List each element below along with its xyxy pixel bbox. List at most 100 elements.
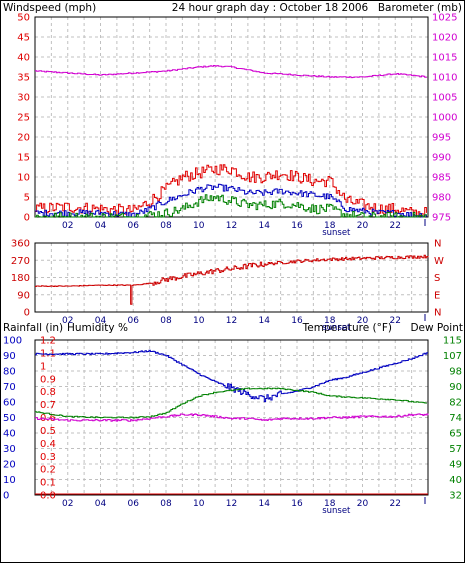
direction-y-tick: 360: [11, 239, 30, 250]
barometer-y-tick: 985: [432, 173, 451, 184]
compass-tick: N: [434, 308, 441, 319]
wind-y-tick: 15: [17, 153, 30, 164]
barometer-y-tick: 1025: [432, 13, 457, 24]
wind-average-line: [35, 183, 427, 218]
x-tick-label: 22: [390, 499, 401, 509]
temperature-line: [35, 387, 427, 419]
temperature-y-tick: 40: [449, 475, 462, 486]
direction-panel-frame: [34, 242, 429, 313]
wind-barometer-panel: 02 04 06 08 10 12 14 16 18 20 22sunset504540353025…: [17, 13, 457, 239]
sunset-annotation: sunset: [322, 228, 351, 238]
dewpoint-axis-title: Dew Point: [410, 322, 463, 334]
direction-y-tick: 90: [17, 290, 30, 301]
compass-tick: W: [434, 256, 444, 267]
rainfall-axis-title: Rainfall (in): [3, 322, 63, 334]
wind-y-tick: 5: [24, 193, 30, 204]
x-tick-label: 20: [357, 221, 369, 231]
rain-y-tick: 0.8: [40, 387, 56, 398]
rain-y-tick: 0.4: [40, 439, 56, 450]
x-tick-label: 02: [62, 221, 73, 231]
temperature-y-tick: 74: [449, 413, 462, 424]
windspeed-axis-title: Windspeed (mph): [3, 2, 96, 14]
x-tick-label: 18: [324, 221, 336, 231]
barometer-y-tick: 1015: [432, 53, 457, 64]
rain-humidity-temperature-panel: 02 04 06 08 10 12 14 16 18 20 22sunset100908070605…: [3, 336, 462, 517]
x-tick-label: 14: [259, 316, 271, 326]
wind-y-tick: 30: [17, 93, 30, 104]
barometer-y-tick: 1020: [432, 33, 457, 44]
wind-y-tick: 0: [24, 213, 30, 224]
barometer-axis-title: Barometer (mb): [378, 2, 462, 14]
x-tick-label: 06: [128, 221, 140, 231]
x-tick-label: 02: [62, 499, 73, 509]
sunset-annotation: sunset: [322, 506, 351, 516]
barometer-y-tick: 1000: [432, 113, 457, 124]
chart-title: 24 hour graph day : October 18 2006: [172, 2, 369, 14]
humidity-y-tick: 40: [3, 429, 16, 440]
x-tick-label: 16: [291, 499, 303, 509]
rain-y-tick: 0.5: [40, 426, 56, 437]
rain-y-tick: 0.6: [40, 413, 56, 424]
temperature-y-tick: 32: [449, 491, 462, 502]
x-tick-label: 08: [160, 499, 172, 509]
barometer-y-tick: 995: [432, 133, 451, 144]
humidity-y-tick: 80: [3, 367, 16, 378]
direction-y-tick: 270: [11, 256, 30, 267]
barometer-y-tick: 1005: [432, 93, 457, 104]
x-tick-label: 20: [357, 499, 369, 509]
wind-y-tick: 45: [17, 33, 30, 44]
sunset-annotation: sunset: [322, 323, 351, 333]
direction-y-tick: 180: [11, 273, 30, 284]
wind-direction-line: [35, 254, 429, 305]
humidity-y-tick: 10: [3, 475, 16, 486]
temperature-y-tick: 65: [449, 429, 462, 440]
barometer-y-tick: 980: [432, 193, 451, 204]
x-tick-label: 06: [128, 316, 140, 326]
humidity-y-tick: 50: [3, 413, 16, 424]
temperature-y-tick: 57: [449, 444, 462, 455]
x-tick-label: 14: [259, 499, 271, 509]
x-tick-label: 22: [390, 316, 401, 326]
dewpoint-line: [35, 413, 429, 422]
humidity-y-tick: 30: [3, 444, 16, 455]
temperature-y-tick: 98: [449, 367, 462, 378]
barometer-line: [35, 65, 427, 79]
x-tick-label: 18: [324, 499, 336, 509]
rain-y-tick: 0.7: [40, 400, 56, 411]
rain-y-tick: 1.2: [40, 336, 56, 347]
rain-y-tick: 0.1: [40, 478, 56, 489]
x-tick-label: 22: [390, 221, 401, 231]
humidity-axis-title: Humidity %: [67, 322, 128, 334]
humidity-y-tick: 100: [3, 336, 22, 347]
rain-y-tick: 0.3: [40, 452, 56, 463]
wind-gust-line: [35, 164, 427, 218]
x-tick-label: 10: [193, 499, 205, 509]
barometer-y-tick: 1010: [432, 73, 457, 84]
wind-direction-panel: 02 04 06 08 10 12 14 16 18 20 22 sunset 360 270 180 90 0…: [11, 239, 444, 334]
wind-panel-frame: [34, 16, 429, 218]
temperature-y-tick: 82: [449, 398, 462, 409]
compass-tick: E: [434, 290, 440, 301]
wind-y-tick: 50: [17, 13, 30, 24]
rain-y-tick: 1: [40, 361, 46, 372]
compass-tick: S: [434, 273, 440, 284]
x-tick-label: 06: [128, 499, 140, 509]
x-tick-label: 16: [291, 221, 303, 231]
humidity-line: [35, 349, 428, 403]
x-tick-label: 14: [259, 221, 271, 231]
x-tick-label: 10: [193, 316, 205, 326]
barometer-y-tick: 975: [432, 213, 451, 224]
temperature-y-tick: 115: [443, 336, 462, 347]
x-tick-label: 08: [160, 221, 172, 231]
wind-y-tick: 35: [17, 73, 30, 84]
rain-y-tick: 0.0: [40, 491, 56, 502]
humidity-y-tick: 20: [3, 460, 16, 471]
humidity-y-tick: 60: [3, 398, 16, 409]
x-tick-label: 16: [291, 316, 303, 326]
x-tick-label: 18: [324, 316, 336, 326]
wind-y-tick: 10: [17, 173, 30, 184]
x-tick-label: 12: [226, 499, 237, 509]
rain-y-tick: 0.2: [40, 465, 56, 476]
